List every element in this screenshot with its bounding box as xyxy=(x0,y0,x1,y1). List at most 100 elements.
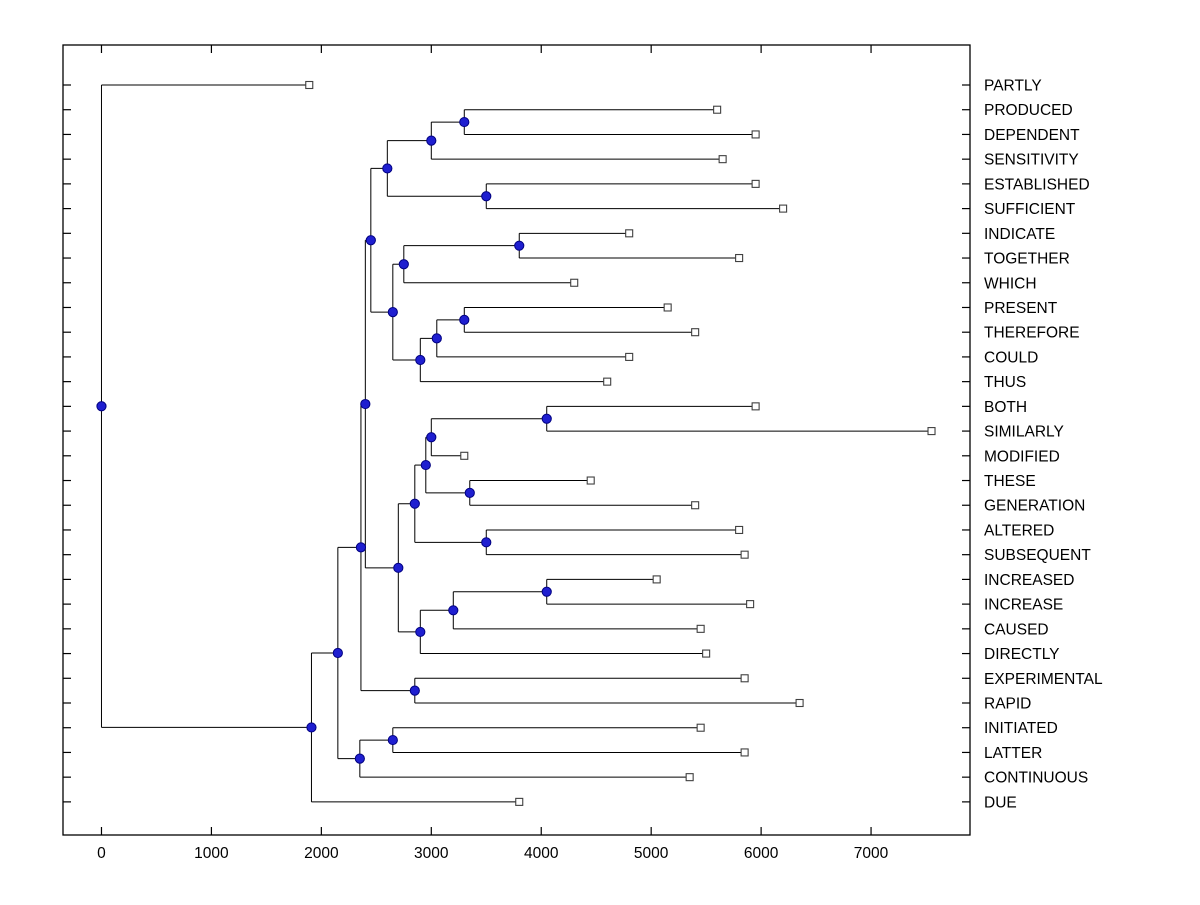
internal-node-marker xyxy=(459,116,470,128)
leaf-marker xyxy=(702,649,711,658)
leaf-label: BOTH xyxy=(984,399,1027,416)
leaf-marker xyxy=(691,501,700,510)
internal-node-marker xyxy=(354,753,365,764)
leaf-label: GENERATION xyxy=(984,498,1085,515)
leaf-marker xyxy=(603,377,612,386)
internal-node-marker xyxy=(431,333,442,344)
leaf-label: WHICH xyxy=(984,275,1037,292)
internal-node-marker xyxy=(426,135,437,146)
leaf-marker xyxy=(927,427,936,436)
internal-node-marker xyxy=(464,487,475,498)
leaf-marker xyxy=(586,476,595,485)
internal-node-marker xyxy=(332,647,343,659)
leaf-marker xyxy=(735,253,744,263)
leaf-label: DIRECTLY xyxy=(984,646,1060,663)
leaf-label: THESE xyxy=(984,473,1036,490)
leaf-marker xyxy=(735,525,744,535)
x-tick-label: 4000 xyxy=(524,845,559,862)
x-tick-label: 3000 xyxy=(414,845,449,862)
internal-node-marker xyxy=(409,685,420,696)
leaf-label: PRESENT xyxy=(984,300,1058,317)
leaf-label: RAPID xyxy=(984,696,1031,713)
internal-node-marker xyxy=(409,498,420,509)
internal-node-marker xyxy=(481,537,492,548)
internal-node-marker xyxy=(514,240,525,251)
leaf-marker xyxy=(795,698,804,708)
internal-node-marker xyxy=(448,605,459,616)
leaf-marker xyxy=(515,797,524,806)
internal-node-marker xyxy=(459,314,470,325)
leaf-label: EXPERIMENTAL xyxy=(984,671,1103,688)
leaf-label: INDICATE xyxy=(984,226,1055,243)
leaf-marker xyxy=(691,328,700,337)
x-tick-label: 0 xyxy=(97,845,106,862)
leaf-marker xyxy=(779,204,788,213)
internal-node-marker xyxy=(96,401,107,412)
leaf-label: PARTLY xyxy=(984,78,1042,95)
leaf-marker xyxy=(751,130,760,139)
leaf-label: PRODUCED xyxy=(984,102,1073,119)
leaf-label: MODIFIED xyxy=(984,448,1060,465)
internal-node-marker xyxy=(420,459,431,471)
leaf-marker xyxy=(663,303,672,312)
internal-node-marker xyxy=(306,722,317,733)
leaf-label: SENSITIVITY xyxy=(984,152,1079,169)
internal-node-marker xyxy=(360,398,371,410)
internal-node-marker xyxy=(415,354,426,366)
internal-node-marker xyxy=(382,163,393,174)
leaf-marker xyxy=(713,105,722,114)
internal-node-marker xyxy=(415,626,426,638)
leaf-marker xyxy=(305,80,314,90)
internal-node-marker xyxy=(541,413,552,424)
x-tick-label: 2000 xyxy=(304,845,339,862)
internal-node-marker xyxy=(387,734,398,746)
leaf-label: SIMILARLY xyxy=(984,424,1064,441)
leaf-marker xyxy=(746,600,755,609)
x-tick-label: 1000 xyxy=(194,845,229,862)
leaf-marker xyxy=(696,723,705,732)
x-tick-label: 7000 xyxy=(854,845,889,862)
internal-node-marker xyxy=(481,191,492,202)
internal-node-marker xyxy=(355,542,367,553)
internal-node-marker xyxy=(426,432,437,443)
leaf-marker xyxy=(570,278,579,287)
leaf-label: THEREFORE xyxy=(984,325,1080,342)
leaf-marker xyxy=(460,451,469,460)
leaf-label: THUS xyxy=(984,374,1026,391)
internal-node-marker xyxy=(541,586,552,597)
leaf-label: INCREASE xyxy=(984,597,1063,614)
leaf-marker xyxy=(685,773,694,782)
x-tick-label: 6000 xyxy=(744,845,779,862)
leaf-label: ESTABLISHED xyxy=(984,176,1090,193)
leaf-label: SUBSEQUENT xyxy=(984,547,1091,564)
leaf-label: COULD xyxy=(984,349,1038,366)
internal-node-marker xyxy=(398,259,409,270)
axis-box xyxy=(62,44,971,836)
leaf-label: CONTINUOUS xyxy=(984,770,1088,787)
leaf-label: TOGETHER xyxy=(984,251,1070,268)
leaf-marker xyxy=(718,155,727,164)
leaf-marker xyxy=(625,352,634,361)
leaf-label: SUFFICIENT xyxy=(984,201,1076,218)
leaf-label: INITIATED xyxy=(984,720,1058,737)
leaf-label: LATTER xyxy=(984,745,1042,762)
leaf-label: ALTERED xyxy=(984,522,1054,539)
leaf-label: DEPENDENT xyxy=(984,127,1080,144)
leaf-marker xyxy=(751,179,760,188)
leaf-marker xyxy=(740,748,749,757)
leaf-marker xyxy=(625,229,634,238)
leaf-marker xyxy=(740,674,749,683)
leaf-marker xyxy=(740,550,749,559)
x-tick-label: 5000 xyxy=(634,845,669,862)
internal-node-marker xyxy=(393,562,404,573)
leaf-label: CAUSED xyxy=(984,621,1049,638)
internal-node-marker xyxy=(365,235,376,246)
leaf-label: INCREASED xyxy=(984,572,1074,589)
leaf-marker xyxy=(652,575,661,584)
leaf-label: DUE xyxy=(984,794,1017,811)
internal-node-marker xyxy=(387,307,398,318)
leaf-marker xyxy=(696,624,705,633)
leaf-marker xyxy=(751,402,760,411)
